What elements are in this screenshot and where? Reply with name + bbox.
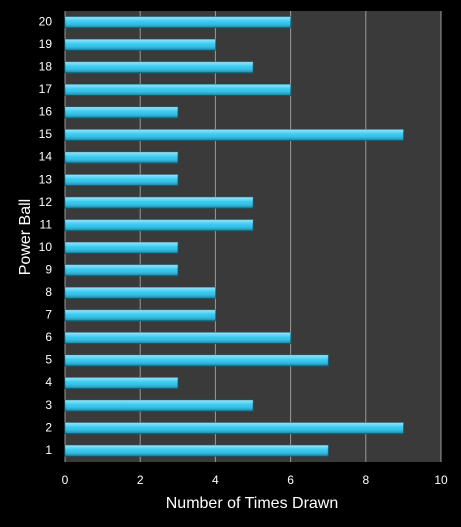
plot-area (65, 11, 441, 462)
y-tick-label: 7 (45, 308, 52, 322)
y-tick-label: 2 (45, 420, 52, 434)
bar-shine (65, 219, 253, 231)
bar-shine (65, 287, 216, 299)
y-axis-label: Power Ball (17, 199, 34, 275)
y-tick-label: 14 (39, 150, 53, 164)
x-tick-label: 8 (362, 473, 369, 487)
y-tick-label: 17 (39, 82, 53, 96)
y-tick-label: 6 (45, 330, 52, 344)
y-tick-label: 1 (45, 443, 52, 457)
x-tick-label: 10 (434, 473, 448, 487)
bar-shine (65, 129, 404, 141)
bar-shine (65, 197, 253, 209)
bar-shine (65, 445, 329, 457)
bar-shine (65, 422, 404, 434)
y-tick-label: 13 (39, 172, 53, 186)
y-tick-label: 8 (45, 285, 52, 299)
bar-shine (65, 309, 216, 321)
y-tick-label: 20 (39, 14, 53, 28)
y-tick-label: 16 (39, 105, 53, 119)
bar-shine (65, 174, 178, 186)
x-tick-label: 6 (287, 473, 294, 487)
bar-shine (65, 106, 178, 118)
bar-shine (65, 39, 216, 51)
bar-shine (65, 16, 291, 28)
y-tick-label: 9 (45, 262, 52, 276)
y-tick-label: 3 (45, 398, 52, 412)
bar-shine (65, 242, 178, 254)
bar-shine (65, 400, 253, 412)
y-tick-label: 11 (40, 217, 53, 231)
bar-shine (65, 84, 291, 96)
y-tick-label: 18 (39, 60, 53, 74)
y-tick-label: 4 (45, 375, 52, 389)
bar-shine (65, 264, 178, 276)
bar-shine (65, 355, 329, 367)
bar-shine (65, 152, 178, 164)
y-tick-label: 19 (39, 37, 53, 51)
y-tick-label: 12 (39, 195, 53, 209)
x-tick-label: 4 (212, 473, 219, 487)
bar-shine (65, 61, 253, 73)
x-tick-label: 0 (62, 473, 69, 487)
y-tick-label: 15 (39, 127, 53, 141)
x-axis-label: Number of Times Drawn (166, 495, 339, 512)
y-tick-label: 10 (39, 240, 53, 254)
x-tick-label: 2 (137, 473, 144, 487)
bar-shine (65, 332, 291, 344)
bar-shine (65, 377, 178, 389)
y-tick-label: 5 (45, 353, 52, 367)
